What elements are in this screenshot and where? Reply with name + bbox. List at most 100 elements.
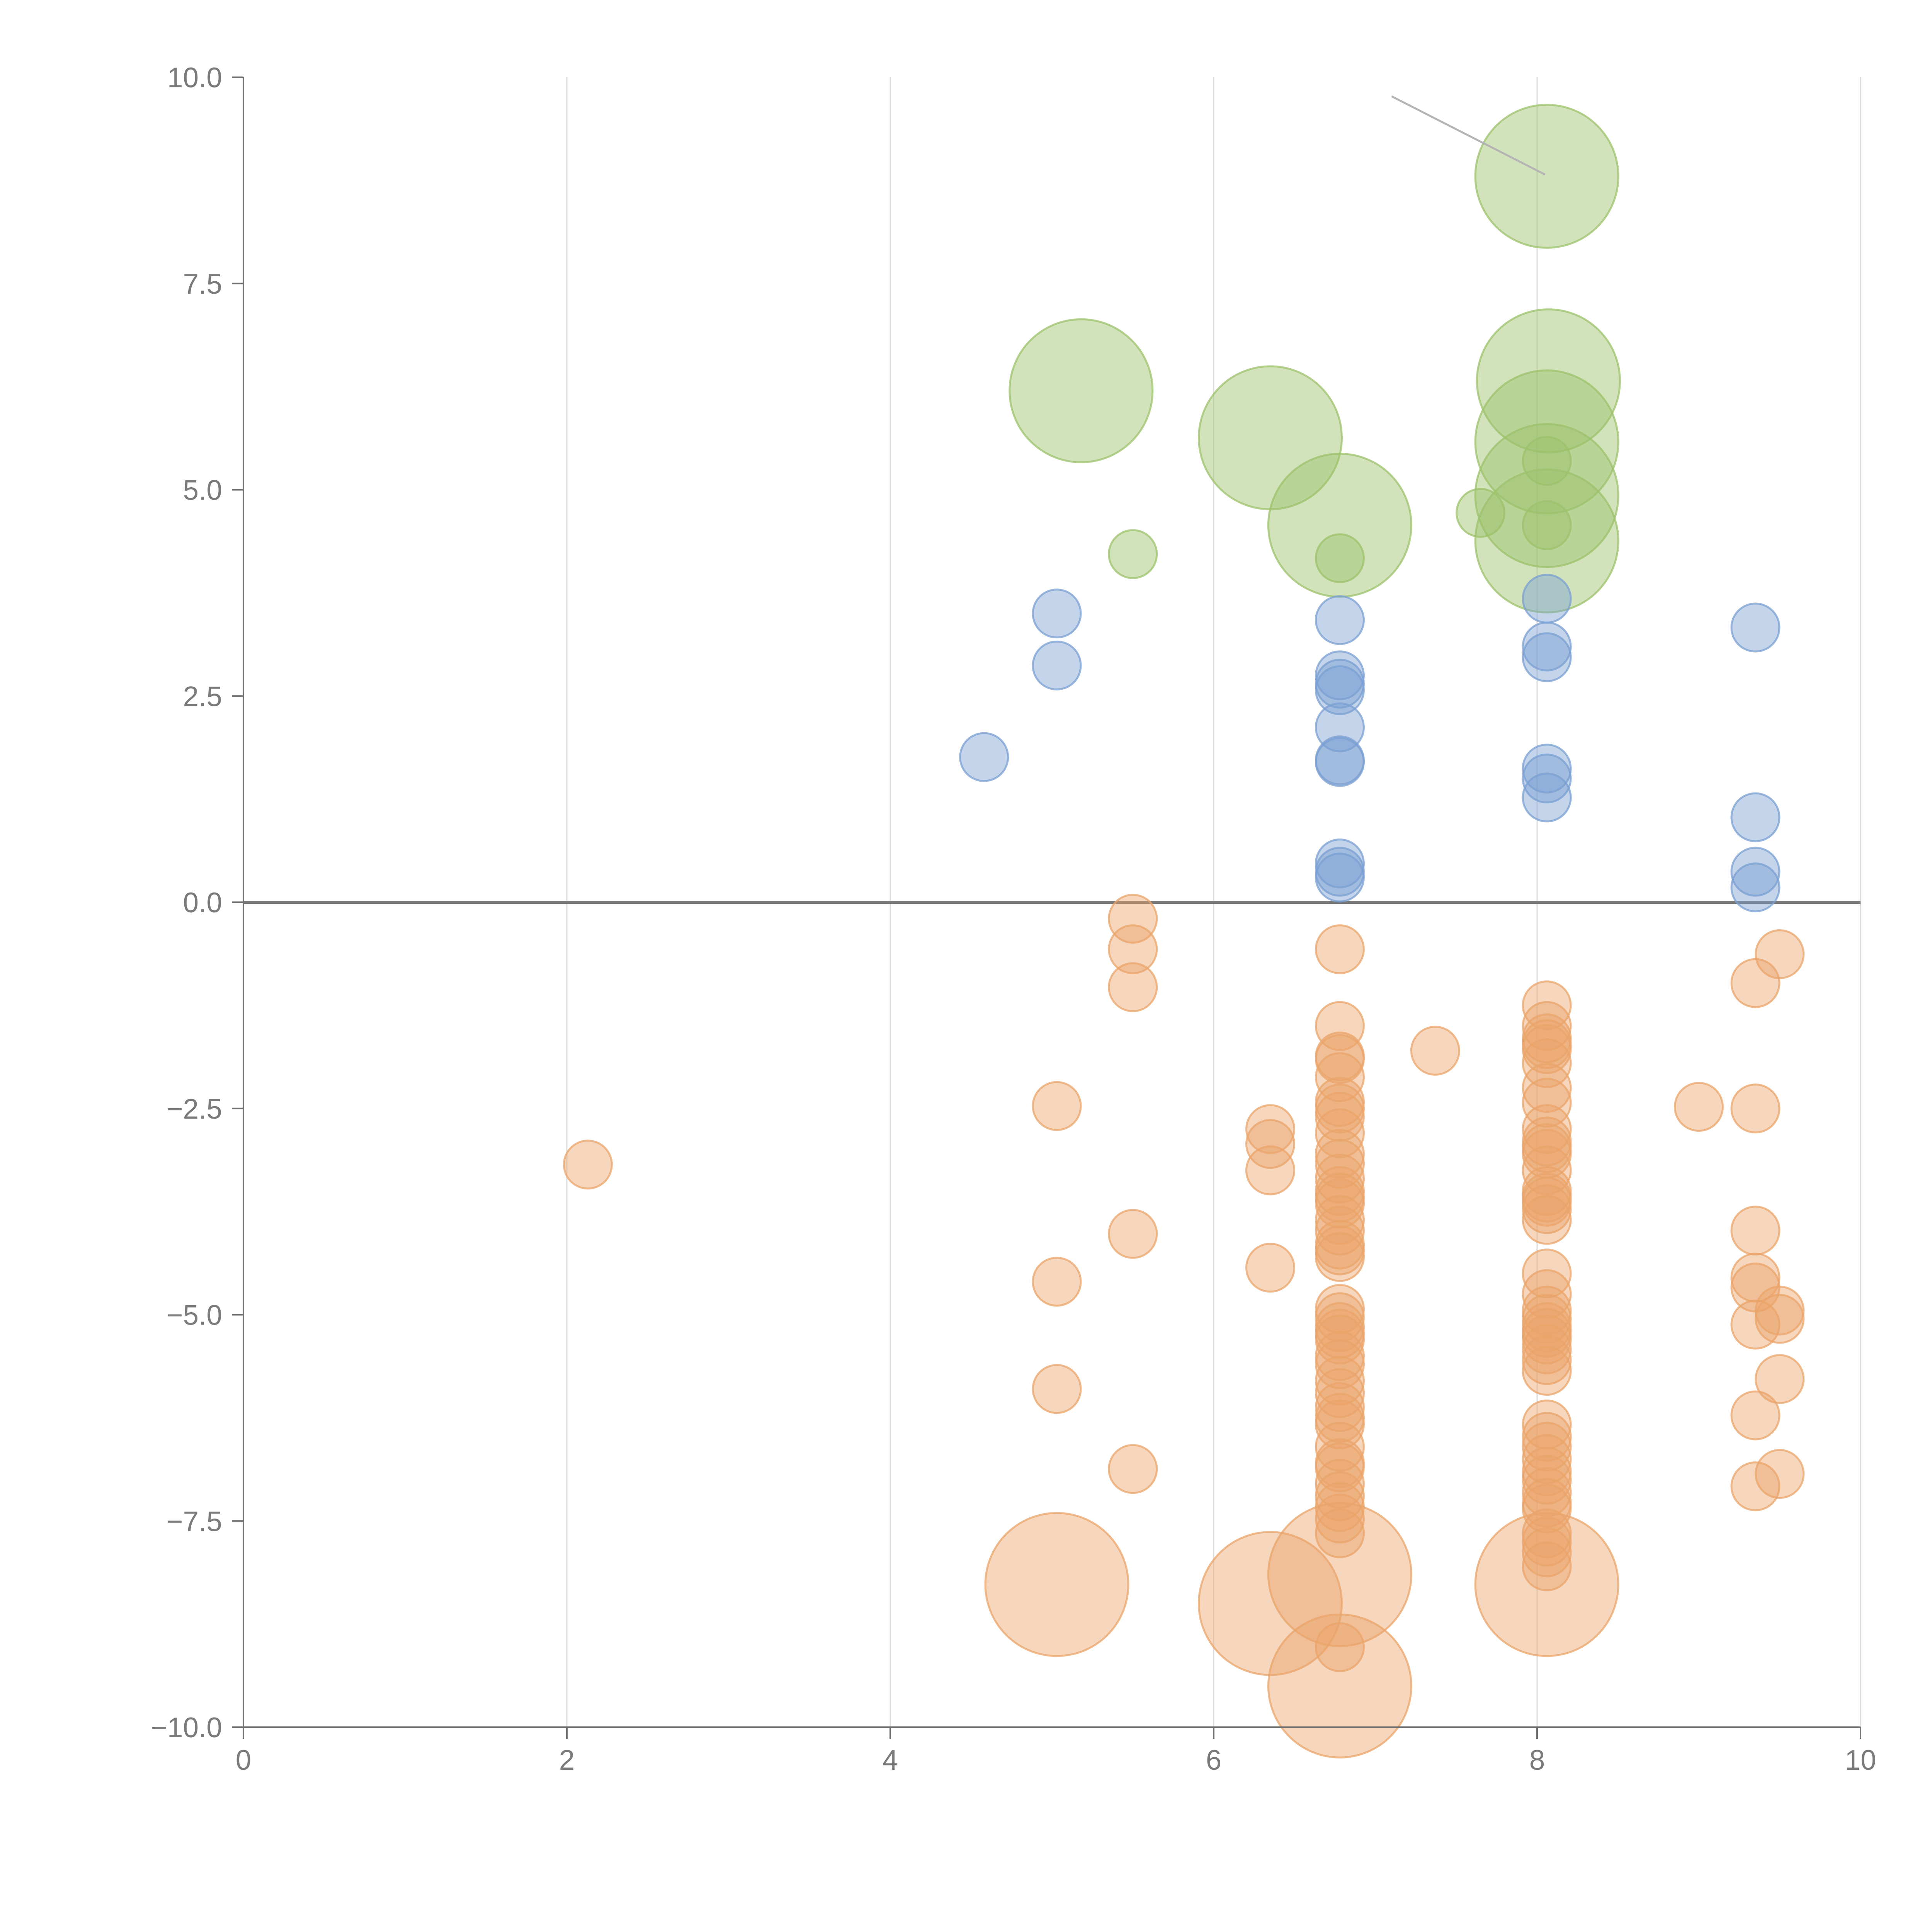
data-point-orange bbox=[1522, 1195, 1572, 1245]
data-point-orange bbox=[1108, 894, 1158, 944]
data-point-blue bbox=[1032, 588, 1082, 639]
data-point-blue bbox=[1315, 665, 1365, 715]
data-point-green bbox=[1474, 104, 1619, 249]
axes: 0 2 4 6 8 10 10.0 7.5 5.0 2.5 0.0 −2.5 −5.0 −7.5 −10.0 bbox=[151, 62, 1876, 1776]
data-point-green bbox=[1474, 468, 1619, 614]
data-point-orange bbox=[1315, 1206, 1365, 1256]
data-point-orange bbox=[1730, 1461, 1781, 1512]
data-point-orange bbox=[1315, 1442, 1365, 1492]
y-tick-label: −2.5 bbox=[167, 1094, 222, 1125]
data-point-blue bbox=[1315, 737, 1365, 787]
data-point-blue bbox=[1315, 852, 1365, 903]
data-point-green bbox=[1315, 533, 1365, 583]
data-point-orange bbox=[1032, 1257, 1082, 1307]
data-point-orange bbox=[1315, 1034, 1365, 1084]
y-tick-label: 7.5 bbox=[183, 269, 222, 300]
data-point-orange bbox=[1315, 1232, 1365, 1282]
x-tick-label: 2 bbox=[559, 1745, 575, 1776]
data-point-orange bbox=[1730, 1083, 1781, 1134]
data-point-blue bbox=[1522, 621, 1572, 672]
data-point-orange bbox=[1522, 1145, 1572, 1196]
data-point-orange bbox=[1315, 1508, 1365, 1558]
x-tick-label: 4 bbox=[883, 1745, 898, 1776]
y-tick-label: −10.0 bbox=[151, 1712, 222, 1743]
data-point-orange bbox=[1245, 1119, 1295, 1169]
data-point-orange bbox=[1522, 1315, 1572, 1365]
data-point-orange bbox=[1522, 1184, 1572, 1234]
data-point-orange bbox=[1315, 1471, 1365, 1521]
data-point-blue bbox=[1730, 862, 1781, 913]
data-point-orange bbox=[1108, 1209, 1158, 1259]
data-point-orange bbox=[1522, 1324, 1572, 1374]
data-point-orange bbox=[1522, 1024, 1572, 1074]
data-point-blue bbox=[1522, 632, 1572, 682]
data-point-orange bbox=[1522, 1346, 1572, 1396]
data-point-green bbox=[1108, 529, 1158, 579]
data-point-orange bbox=[1522, 1527, 1572, 1577]
data-point-blue bbox=[959, 732, 1009, 782]
data-point-orange bbox=[1755, 1354, 1805, 1404]
annotation-leader-line bbox=[1391, 95, 1546, 176]
data-point-blue bbox=[1730, 847, 1781, 897]
y-tick-label: 5.0 bbox=[183, 475, 222, 506]
data-point-orange bbox=[1674, 1082, 1724, 1132]
data-point-orange bbox=[1315, 924, 1365, 975]
data-point-green bbox=[1522, 436, 1572, 486]
x-tick-label: 0 bbox=[236, 1745, 252, 1776]
data-point-orange bbox=[1315, 1399, 1365, 1449]
data-point-orange bbox=[1267, 1613, 1412, 1759]
data-point-orange bbox=[1522, 1063, 1572, 1113]
x-tick-label: 10 bbox=[1845, 1745, 1876, 1776]
data-point-orange bbox=[1245, 1145, 1295, 1196]
data-point-orange bbox=[1108, 924, 1158, 975]
y-tick-label: 10.0 bbox=[167, 62, 222, 94]
data-point-blue bbox=[1032, 640, 1082, 690]
data-point-orange bbox=[1522, 1177, 1572, 1227]
data-point-orange bbox=[1032, 1081, 1082, 1131]
data-point-orange bbox=[1730, 1299, 1781, 1350]
x-tick-label: 8 bbox=[1529, 1745, 1545, 1776]
data-point-orange bbox=[1474, 1512, 1619, 1657]
data-point-green bbox=[1476, 308, 1621, 454]
data-point-orange bbox=[1522, 1467, 1572, 1517]
data-point-blue bbox=[1730, 792, 1781, 842]
data-point-orange bbox=[1522, 1335, 1572, 1385]
data-point-orange bbox=[1108, 962, 1158, 1012]
data-point-green bbox=[1009, 318, 1154, 463]
data-point-orange bbox=[1197, 1531, 1343, 1676]
data-point-blue bbox=[1522, 743, 1572, 794]
data-point-green bbox=[1474, 369, 1619, 515]
data-point-orange bbox=[1315, 1339, 1365, 1389]
y-tick-label: −7.5 bbox=[167, 1506, 222, 1537]
y-tick-label: −5.0 bbox=[167, 1300, 222, 1331]
data-point-blue bbox=[1315, 595, 1365, 645]
data-point-orange bbox=[1522, 1078, 1572, 1128]
data-point-blue bbox=[1522, 753, 1572, 804]
data-point-orange bbox=[1315, 1422, 1365, 1472]
data-point-green bbox=[1474, 423, 1619, 568]
data-point-orange bbox=[1315, 1108, 1365, 1158]
data-point-orange bbox=[1730, 1390, 1781, 1440]
data-point-orange bbox=[1315, 1622, 1365, 1672]
data-point-orange bbox=[1522, 1248, 1572, 1299]
data-point-orange bbox=[1755, 929, 1805, 980]
data-point-orange bbox=[1730, 1206, 1781, 1256]
data-point-green bbox=[1522, 500, 1572, 550]
y-tick-label: 0.0 bbox=[183, 887, 222, 918]
data-point-orange bbox=[563, 1139, 613, 1190]
data-point-orange bbox=[1315, 1493, 1365, 1544]
x-tick-label: 6 bbox=[1206, 1745, 1222, 1776]
data-point-orange bbox=[1410, 1026, 1460, 1076]
data-point-orange bbox=[1315, 1355, 1365, 1406]
data-point-orange bbox=[1245, 1243, 1295, 1293]
data-point-blue bbox=[1730, 602, 1781, 653]
data-point-orange bbox=[984, 1512, 1129, 1657]
data-point-orange bbox=[1755, 1294, 1805, 1344]
data-points bbox=[563, 104, 1805, 1759]
data-point-blue bbox=[1522, 772, 1572, 823]
data-point-orange bbox=[1032, 1364, 1082, 1414]
data-point-orange bbox=[1108, 1444, 1158, 1494]
data-point-orange bbox=[1267, 1502, 1412, 1647]
data-point-orange bbox=[1245, 1104, 1295, 1154]
